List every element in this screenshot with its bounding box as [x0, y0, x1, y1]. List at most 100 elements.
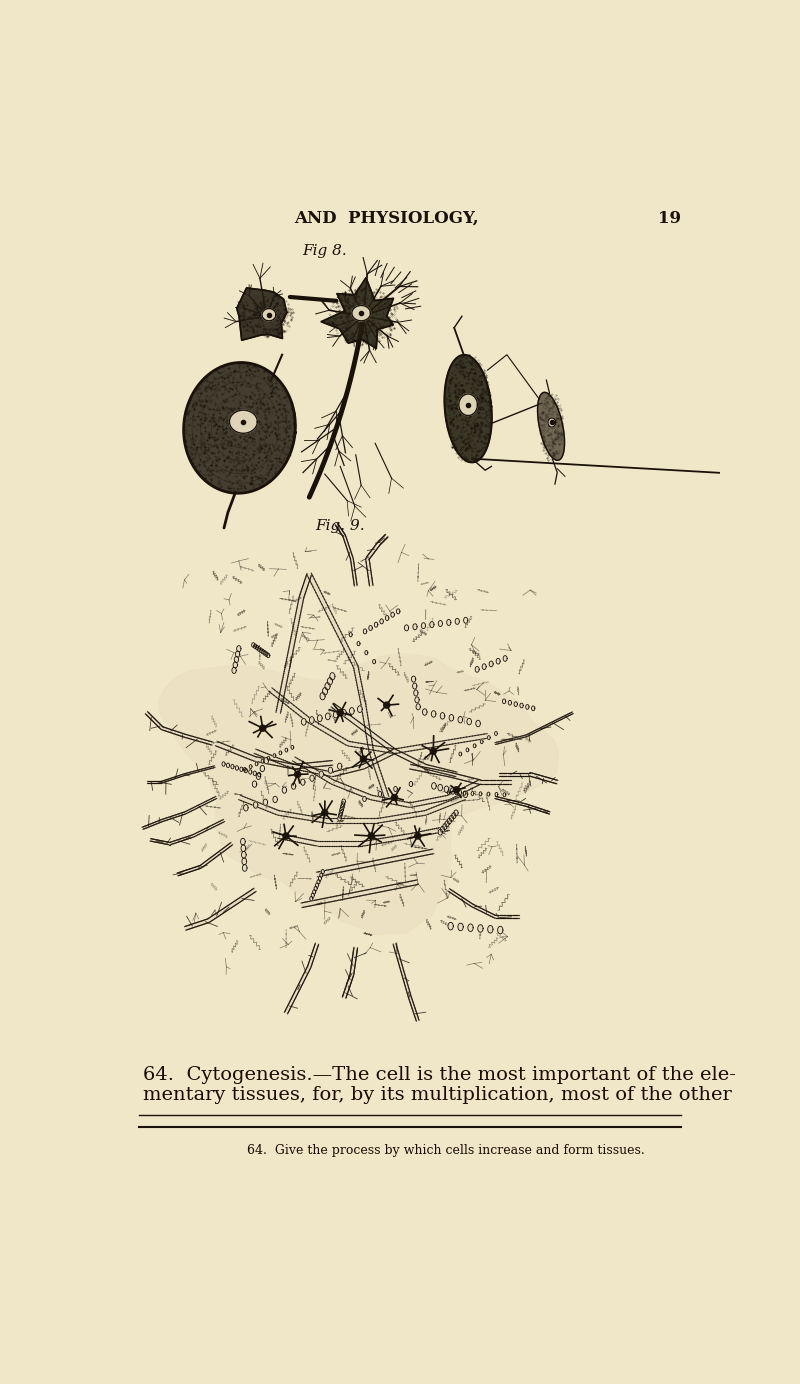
Polygon shape [380, 540, 383, 543]
Polygon shape [414, 765, 416, 770]
Polygon shape [241, 752, 244, 756]
Polygon shape [320, 818, 323, 822]
Polygon shape [293, 814, 297, 818]
Polygon shape [566, 716, 567, 717]
Polygon shape [296, 765, 298, 770]
Polygon shape [357, 818, 361, 823]
Polygon shape [186, 735, 188, 738]
Polygon shape [384, 536, 387, 538]
Polygon shape [473, 778, 475, 783]
Polygon shape [353, 573, 355, 574]
Polygon shape [271, 689, 277, 695]
Polygon shape [366, 761, 370, 767]
Polygon shape [406, 833, 410, 839]
Polygon shape [306, 573, 311, 576]
Polygon shape [377, 543, 380, 545]
Polygon shape [383, 886, 386, 891]
Polygon shape [336, 525, 338, 527]
Polygon shape [189, 810, 191, 812]
Polygon shape [362, 796, 366, 801]
Polygon shape [547, 778, 550, 782]
Polygon shape [542, 727, 545, 728]
Polygon shape [305, 815, 309, 821]
Polygon shape [389, 746, 394, 752]
Polygon shape [490, 913, 492, 916]
Polygon shape [346, 714, 350, 718]
Polygon shape [354, 581, 357, 583]
Polygon shape [346, 544, 349, 545]
Polygon shape [288, 652, 293, 655]
Polygon shape [214, 823, 217, 826]
Polygon shape [209, 767, 210, 770]
Polygon shape [183, 871, 185, 873]
Polygon shape [367, 742, 373, 745]
Polygon shape [391, 800, 394, 804]
Polygon shape [490, 779, 492, 785]
Polygon shape [350, 555, 353, 558]
Polygon shape [443, 771, 446, 776]
Polygon shape [356, 680, 361, 682]
Polygon shape [478, 907, 480, 911]
Polygon shape [344, 785, 349, 790]
Polygon shape [187, 869, 189, 872]
Polygon shape [298, 598, 304, 601]
Polygon shape [176, 814, 178, 817]
Polygon shape [266, 754, 270, 758]
Polygon shape [361, 703, 366, 707]
Polygon shape [296, 988, 300, 991]
Polygon shape [303, 973, 307, 976]
Polygon shape [452, 739, 455, 745]
Polygon shape [186, 869, 188, 873]
Polygon shape [302, 977, 306, 980]
Polygon shape [300, 981, 303, 983]
Polygon shape [431, 711, 436, 717]
Polygon shape [466, 776, 468, 781]
Polygon shape [158, 840, 159, 843]
Polygon shape [368, 747, 374, 752]
Polygon shape [412, 853, 414, 858]
Polygon shape [534, 731, 537, 732]
Polygon shape [251, 800, 255, 805]
Polygon shape [320, 692, 325, 700]
Polygon shape [394, 800, 398, 805]
Polygon shape [246, 893, 249, 897]
Polygon shape [378, 859, 381, 865]
Polygon shape [499, 797, 501, 800]
Polygon shape [391, 794, 398, 800]
Polygon shape [517, 801, 518, 804]
Polygon shape [485, 779, 486, 785]
Polygon shape [377, 859, 379, 865]
Polygon shape [498, 797, 500, 800]
Polygon shape [209, 742, 211, 745]
Polygon shape [207, 768, 209, 770]
Polygon shape [245, 753, 248, 758]
Polygon shape [439, 771, 442, 775]
Polygon shape [463, 792, 468, 797]
Polygon shape [450, 890, 453, 894]
Polygon shape [298, 983, 302, 985]
Polygon shape [349, 768, 351, 772]
Polygon shape [402, 973, 405, 976]
Polygon shape [398, 855, 400, 861]
Polygon shape [546, 724, 548, 727]
Polygon shape [202, 864, 204, 866]
Polygon shape [376, 887, 378, 893]
Polygon shape [538, 775, 540, 779]
Polygon shape [326, 713, 330, 720]
Polygon shape [433, 797, 437, 803]
Polygon shape [330, 761, 333, 765]
Polygon shape [396, 749, 399, 753]
Polygon shape [386, 886, 389, 890]
Polygon shape [367, 731, 371, 735]
Polygon shape [366, 729, 370, 734]
Polygon shape [373, 761, 378, 767]
Polygon shape [334, 771, 337, 776]
Polygon shape [418, 801, 422, 805]
Polygon shape [273, 754, 276, 757]
Polygon shape [395, 952, 398, 954]
Polygon shape [210, 799, 212, 801]
Polygon shape [443, 770, 446, 774]
Polygon shape [302, 974, 306, 977]
Polygon shape [502, 799, 504, 801]
Polygon shape [179, 872, 181, 875]
